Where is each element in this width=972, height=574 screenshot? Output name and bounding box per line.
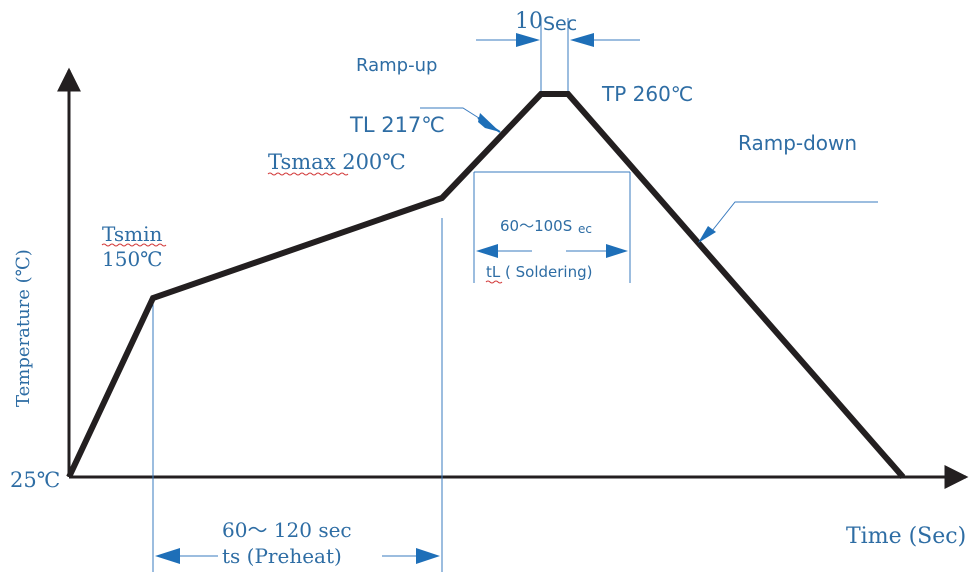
label-tsmin-temp: 150℃ [102,247,163,271]
label-ten-sec-number: 10 [515,9,543,34]
ten-sec-arrow-left [516,33,540,47]
label-tp: TP 260℃ [601,82,693,106]
tl-leader-line [420,107,483,121]
label-sixty-hundred-sub: ec [578,222,592,236]
preheat-arrow-right [416,548,440,564]
label-preheat-name: ts (Preheat) [222,544,342,568]
y-axis-title: Temperature (℃) [13,249,34,407]
tl-arrow-left [476,244,498,258]
label-tsmax: Tsmax 200℃ [268,150,406,174]
label-ramp-up: Ramp-up [356,55,437,76]
ramp-down-leader-arrow [698,226,716,243]
spellcheck-squiggle-tl [485,280,503,284]
ten-sec-arrow-right [570,33,594,47]
tl-leader-shaft [477,117,501,133]
label-preheat-time: 60～ 120 sec [222,518,352,542]
label-ramp-down: Ramp-down [738,131,857,155]
label-sixty-hundred: 60～100S [500,217,572,235]
spellcheck-squiggle-tsmax [267,172,349,176]
reflow-profile-curve [66,91,906,479]
tl-leader-arrow [478,113,500,132]
spellcheck-squiggle-tsmin [101,243,167,247]
tl-arrow-right [606,244,628,258]
ramp-down-leader-line [707,201,878,237]
label-ten-sec-unit: Sec [543,13,577,35]
label-tsmin: Tsmin [102,222,163,246]
preheat-arrow-left [155,548,180,564]
label-start-temp: 25℃ [10,468,60,492]
x-axis-title: Time (Sec) [846,524,966,549]
label-tl: TL 217℃ [349,113,445,137]
label-tl-soldering: tL ( Soldering) [486,263,592,281]
